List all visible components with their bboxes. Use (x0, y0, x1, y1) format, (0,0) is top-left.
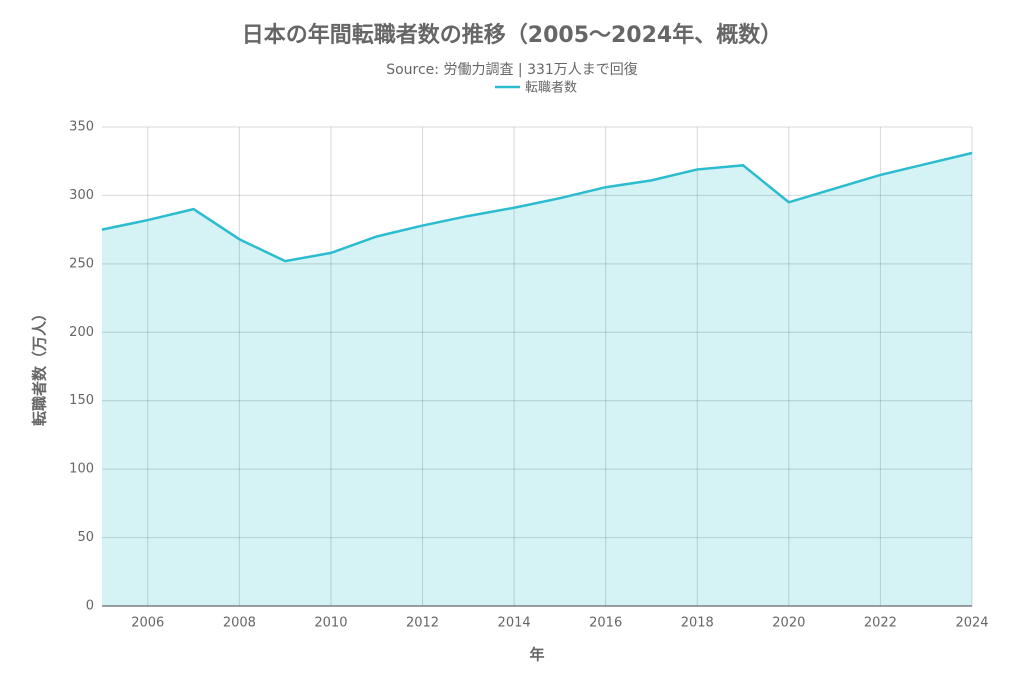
y-tick-label: 0 (86, 599, 94, 614)
y-tick-label: 50 (77, 530, 94, 545)
chart-subtitle: Source: 労働力調査 | 331万人まで回復 (386, 61, 638, 78)
y-tick-label: 150 (69, 393, 94, 408)
y-axis-label: 転職者数（万人） (31, 306, 49, 426)
area (102, 153, 972, 606)
y-tick-label: 100 (69, 462, 94, 477)
x-tick-label: 2016 (589, 616, 622, 631)
y-tick-label: 350 (69, 120, 94, 135)
y-tick-label: 300 (69, 188, 94, 203)
legend-label: 転職者数 (525, 81, 577, 96)
x-tick-label: 2014 (498, 616, 531, 631)
x-tick-label: 2008 (223, 616, 256, 631)
x-axis-label: 年 (529, 646, 544, 664)
y-tick-label: 200 (69, 325, 94, 340)
y-tick-label: 250 (69, 256, 94, 271)
x-tick-label: 2006 (131, 616, 164, 631)
x-tick-label: 2010 (314, 616, 347, 631)
chart-title: 日本の年間転職者数の推移（2005〜2024年、概数） (242, 22, 782, 48)
x-tick-label: 2020 (772, 616, 805, 631)
x-tick-label: 2024 (955, 616, 988, 631)
x-tick-label: 2012 (406, 616, 439, 631)
line (101, 151, 973, 263)
x-tick-label: 2022 (864, 616, 897, 631)
x-tick-label: 2018 (681, 616, 714, 631)
